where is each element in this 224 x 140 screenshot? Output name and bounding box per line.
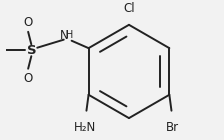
Text: H: H	[66, 30, 73, 40]
Text: O: O	[24, 16, 33, 29]
Text: N: N	[60, 29, 68, 42]
Text: Cl: Cl	[123, 2, 135, 15]
Text: H₂N: H₂N	[74, 121, 97, 134]
Text: S: S	[26, 44, 36, 57]
Text: Br: Br	[166, 121, 179, 134]
Text: O: O	[24, 72, 33, 85]
